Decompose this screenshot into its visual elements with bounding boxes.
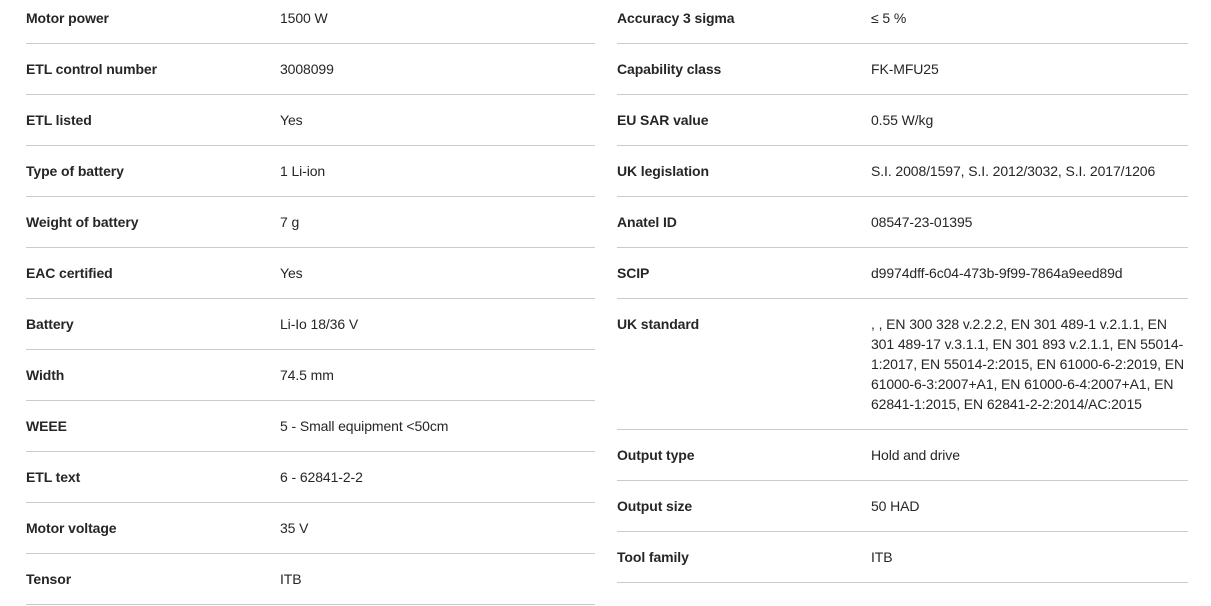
spec-value: , , EN 300 328 v.2.2.2, EN 301 489-1 v.2… [871, 316, 1184, 412]
spec-value: 35 V [280, 520, 309, 536]
spec-row: Battery Li-Io 18/36 V [26, 299, 595, 350]
spec-row: SCIP d9974dff-6c04-473b-9f99-7864a9eed89… [617, 248, 1188, 299]
spec-value: ITB [871, 549, 893, 565]
spec-label: Capability class [617, 61, 722, 77]
spec-label: Tensor [26, 571, 72, 587]
spec-label: Output type [617, 447, 695, 463]
spec-label: ETL text [26, 469, 81, 485]
spec-row: ETL listed Yes [26, 95, 595, 146]
spec-label: UK legislation [617, 163, 709, 179]
spec-value: ITB [280, 571, 302, 587]
spec-value: Yes [280, 265, 303, 281]
spec-column-left: Motor power 1500 W ETL control number 30… [26, 0, 595, 605]
spec-value: 7 g [280, 214, 300, 230]
spec-row: Accuracy 3 sigma ≤ 5 % [617, 0, 1188, 44]
spec-label: Battery [26, 316, 74, 332]
spec-label: Width [26, 367, 65, 383]
spec-label: Type of battery [26, 163, 124, 179]
spec-value: 50 HAD [871, 498, 920, 514]
spec-row: Output type Hold and drive [617, 430, 1188, 481]
spec-value: ≤ 5 % [871, 10, 907, 26]
spec-column-right: Accuracy 3 sigma ≤ 5 % Capability class … [617, 0, 1188, 605]
spec-label: Anatel ID [617, 214, 677, 230]
spec-label: Accuracy 3 sigma [617, 10, 735, 26]
spec-row: Capability class FK-MFU25 [617, 44, 1188, 95]
spec-value: 08547-23-01395 [871, 214, 973, 230]
spec-row: UK legislation S.I. 2008/1597, S.I. 2012… [617, 146, 1188, 197]
spec-row: Motor power 1500 W [26, 0, 595, 44]
spec-row: UK standard , , EN 300 328 v.2.2.2, EN 3… [617, 299, 1188, 430]
spec-value: S.I. 2008/1597, S.I. 2012/3032, S.I. 201… [871, 163, 1156, 179]
spec-label: Weight of battery [26, 214, 139, 230]
spec-value: 3008099 [280, 61, 334, 77]
spec-row: Tensor ITB [26, 554, 595, 605]
spec-row: EAC certified Yes [26, 248, 595, 299]
spec-row: ETL control number 3008099 [26, 44, 595, 95]
spec-value: 5 - Small equipment <50cm [280, 418, 449, 434]
spec-value: Yes [280, 112, 303, 128]
spec-row: Anatel ID 08547-23-01395 [617, 197, 1188, 248]
spec-label: ETL listed [26, 112, 92, 128]
spec-label: UK standard [617, 316, 700, 332]
spec-value: d9974dff-6c04-473b-9f99-7864a9eed89d [871, 265, 1123, 281]
spec-row: Tool family ITB [617, 532, 1188, 583]
spec-value: Hold and drive [871, 447, 960, 463]
spec-row: WEEE 5 - Small equipment <50cm [26, 401, 595, 452]
spec-label: EU SAR value [617, 112, 709, 128]
spec-label: WEEE [26, 418, 67, 434]
spec-row: Width 74.5 mm [26, 350, 595, 401]
spec-label: ETL control number [26, 61, 157, 77]
spec-value: Li-Io 18/36 V [280, 316, 359, 332]
spec-value: 0.55 W/kg [871, 112, 934, 128]
spec-row: EU SAR value 0.55 W/kg [617, 95, 1188, 146]
spec-label: SCIP [617, 265, 650, 281]
spec-label: Tool family [617, 549, 689, 565]
spec-row: Motor voltage 35 V [26, 503, 595, 554]
spec-row: ETL text 6 - 62841-2-2 [26, 452, 595, 503]
spec-value: FK-MFU25 [871, 61, 939, 77]
spec-label: Motor voltage [26, 520, 117, 536]
spec-row: Type of battery 1 Li-ion [26, 146, 595, 197]
spec-value: 1500 W [280, 10, 328, 26]
spec-value: 74.5 mm [280, 367, 334, 383]
spec-row: Weight of battery 7 g [26, 197, 595, 248]
spec-value: 6 - 62841-2-2 [280, 469, 363, 485]
spec-row: Output size 50 HAD [617, 481, 1188, 532]
spec-value: 1 Li-ion [280, 163, 326, 179]
spec-label: Motor power [26, 10, 109, 26]
spec-label: Output size [617, 498, 693, 514]
spec-label: EAC certified [26, 265, 113, 281]
